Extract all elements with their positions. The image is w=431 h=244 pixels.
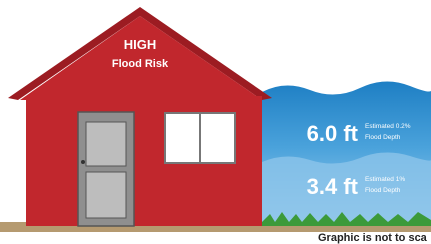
depth-value: 6.0 ft: [307, 121, 359, 146]
depth-note: Estimated 1%: [365, 176, 405, 183]
depth-note: Flood Depth: [365, 187, 401, 194]
risk-level: HIGH: [124, 37, 157, 52]
door-panel: [86, 122, 126, 166]
door-panel: [86, 172, 126, 218]
depth-note: Flood Depth: [365, 134, 401, 141]
footer-note: Graphic is not to sca: [318, 232, 428, 244]
risk-label: Flood Risk: [112, 58, 169, 70]
depth-value: 3.4 ft: [307, 174, 359, 199]
door-knob: [81, 160, 85, 164]
depth-note: Estimated 0.2%: [365, 123, 411, 130]
flood-graphic: HIGH Flood Risk 6.0 ft Estimated 0.2% Fl…: [0, 0, 431, 244]
